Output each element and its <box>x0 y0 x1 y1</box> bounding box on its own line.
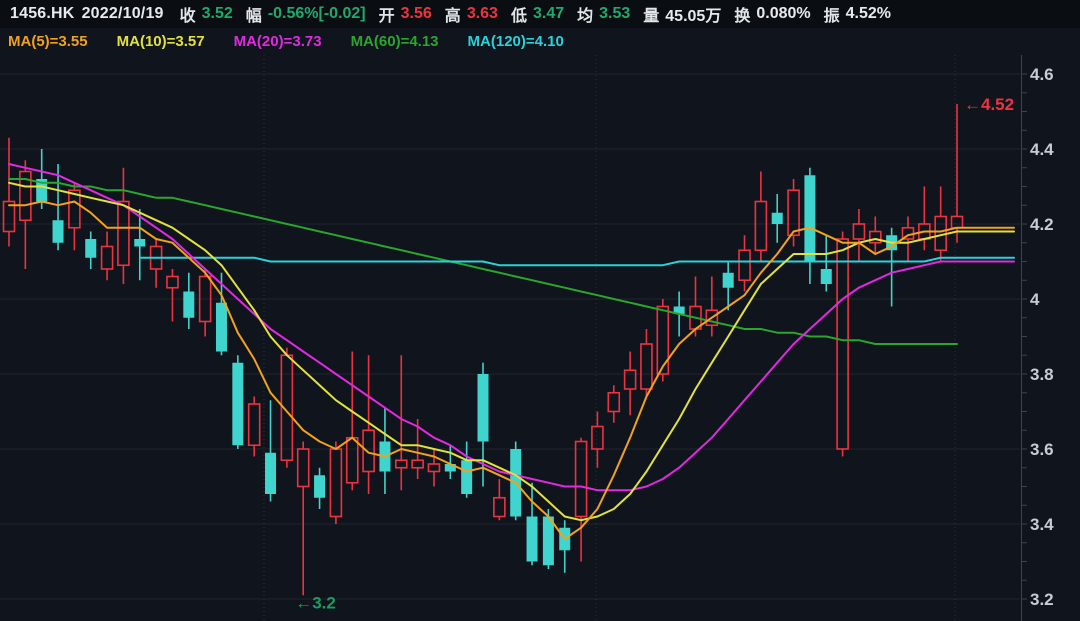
field-change: 幅 -0.56%[-0.02] <box>245 5 366 25</box>
legend-ma5: MA(5)=3.55 <box>8 33 88 50</box>
candle-down <box>85 231 97 269</box>
candle-up <box>100 231 114 281</box>
ma120-line <box>138 256 1015 267</box>
candle-up <box>738 235 751 292</box>
y-axis-label: 3.4 <box>1030 515 1054 534</box>
candle-up <box>591 411 604 468</box>
ma60-line <box>8 178 958 345</box>
quote-row: 1456.HK 2022/10/19 收 3.52 幅 -0.56%[-0.02] 开… <box>0 0 1080 28</box>
candle-down <box>134 209 146 281</box>
candle-down <box>36 149 48 209</box>
y-axis-label: 4.2 <box>1030 215 1054 234</box>
candle-up <box>950 104 964 243</box>
candle-down <box>722 261 734 311</box>
candle-up <box>754 171 768 262</box>
candle-up <box>394 355 408 491</box>
y-axis-label: 4.6 <box>1030 65 1054 84</box>
y-axis-label: 3.8 <box>1030 365 1054 384</box>
price-gridlines <box>0 73 1020 600</box>
candle-series <box>2 104 964 596</box>
field-avg: 均 3.53 <box>577 5 631 25</box>
candle-down <box>232 355 244 449</box>
candle-down <box>804 167 816 284</box>
candle-up <box>574 437 588 562</box>
field-high: 高 3.63 <box>444 5 498 25</box>
candle-down <box>886 227 898 307</box>
candle-down <box>314 467 326 509</box>
candle-down <box>771 194 783 243</box>
candle-up <box>2 137 16 247</box>
candle-up <box>329 441 343 524</box>
candle-down <box>461 441 473 498</box>
legend-ma20: MA(20)=3.73 <box>233 33 322 50</box>
quote-date: 2022/10/19 <box>81 5 164 22</box>
candle-down <box>265 400 277 502</box>
candle-down <box>820 235 832 292</box>
month-gridlines <box>263 55 956 621</box>
candle-down <box>379 407 391 494</box>
y-axis-label: 3.6 <box>1030 440 1054 459</box>
candle-up <box>868 216 882 254</box>
candle-up <box>296 441 310 596</box>
candle-up <box>836 231 849 457</box>
candle-down <box>52 164 64 251</box>
field-open: 开 3.56 <box>378 5 432 25</box>
candle-up <box>623 351 637 416</box>
low-price-annotation: ←3.2 <box>295 593 336 612</box>
ma5-line <box>8 200 1015 540</box>
candle-up <box>345 351 359 491</box>
candle-up <box>493 479 506 521</box>
field-low: 低 3.47 <box>510 5 565 25</box>
candle-up <box>705 276 719 337</box>
legend-ma120: MA(120)=4.10 <box>467 33 564 50</box>
stock-ident: 1456.HK 2022/10/19 <box>10 5 164 23</box>
price-axis: 4.6 4.4 4.2 4 3.8 3.6 3.4 3.2 <box>1021 55 1054 621</box>
ma10-line <box>8 181 1015 522</box>
stock-symbol: 1456.HK <box>10 5 75 22</box>
candle-up <box>19 160 32 269</box>
field-amplitude: 振 4.52% <box>823 5 891 25</box>
quote-header: 1456.HK 2022/10/19 收 3.52 幅 -0.56%[-0.02] 开… <box>0 0 1080 55</box>
candle-down <box>444 445 456 479</box>
legend-ma60: MA(60)=4.13 <box>350 33 439 50</box>
candle-down <box>559 520 571 573</box>
candle-up <box>166 269 179 322</box>
candle-up <box>607 385 621 423</box>
candle-up <box>656 299 670 382</box>
legend-ma10: MA(10)=3.57 <box>116 33 205 50</box>
candle-down <box>215 272 227 356</box>
candle-down <box>526 482 538 566</box>
candle-up <box>149 239 163 288</box>
candle-down <box>183 272 195 329</box>
y-axis-label: 4 <box>1030 290 1040 309</box>
field-turnover: 换 0.080% <box>734 5 811 25</box>
field-close: 收 3.52 <box>179 5 233 25</box>
candle-down <box>542 509 554 569</box>
field-volume: 量 45.05万 <box>643 8 722 25</box>
candle-up <box>247 396 261 457</box>
candle-up <box>68 182 81 251</box>
candle-up <box>640 329 653 397</box>
candle-down <box>477 362 489 487</box>
high-price-annotation: ←4.52 <box>964 95 1014 114</box>
candle-up <box>852 209 866 262</box>
candle-up <box>117 167 130 284</box>
ma-legend: MA(5)=3.55 MA(10)=3.57 MA(20)=3.73 MA(60… <box>0 28 1080 55</box>
ma20-line <box>8 163 1015 492</box>
candle-up <box>787 179 800 247</box>
y-axis-label: 4.4 <box>1030 140 1054 159</box>
candle-up <box>362 355 375 494</box>
y-axis-label: 3.2 <box>1030 590 1054 609</box>
